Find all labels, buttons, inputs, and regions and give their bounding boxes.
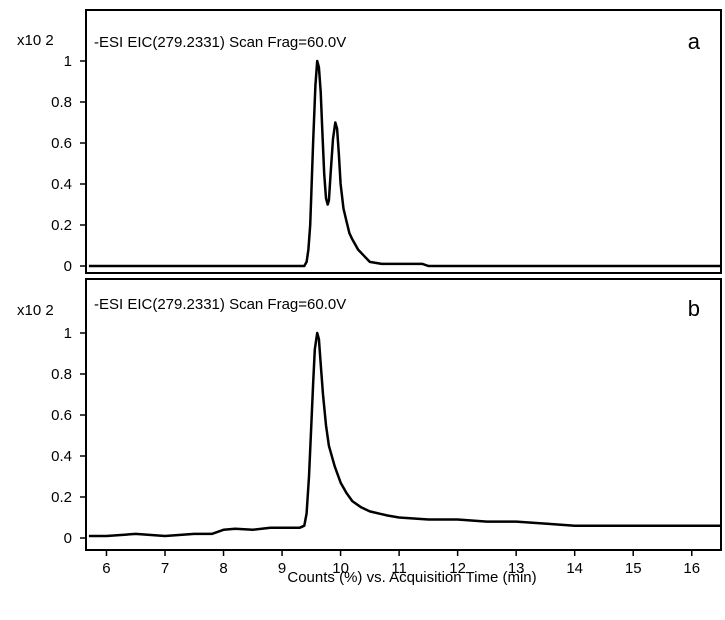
x-axis: 6 7 8 9 10 11 12 13 14 15 16 xyxy=(102,550,700,577)
panel-b-frame xyxy=(85,278,722,551)
x-tick-label: 12 xyxy=(449,560,466,577)
panel-a-y-tick-label: 0.4 xyxy=(51,176,72,193)
x-tick-label: 6 xyxy=(102,560,110,577)
panel-a: -ESI EIC(279.2331) Scan Frag=60.0V a x10… xyxy=(17,9,722,275)
panel-b-letter: b xyxy=(688,296,700,321)
panel-a-frame xyxy=(85,9,722,274)
x-tick-label: 8 xyxy=(219,560,227,577)
panel-b-y-tick-label: 0.4 xyxy=(51,448,72,465)
panel-b: -ESI EIC(279.2331) Scan Frag=60.0V b x10… xyxy=(17,278,722,551)
x-tick-label: 16 xyxy=(683,560,700,577)
panel-a-y-tick-label: 0 xyxy=(64,258,72,275)
panel-a-y-tick-label: 0.2 xyxy=(51,217,72,234)
panel-b-y-axis: 0 0.2 0.4 0.6 0.8 1 xyxy=(51,325,86,547)
panel-b-multiplier: x10 2 xyxy=(17,302,54,319)
panel-a-trace xyxy=(88,59,721,268)
x-tick-label: 11 xyxy=(391,560,407,577)
panel-b-y-tick-label: 0 xyxy=(64,530,72,547)
panel-b-y-tick-label: 0.8 xyxy=(51,366,72,383)
x-tick-label: 13 xyxy=(508,560,525,577)
panel-a-title: -ESI EIC(279.2331) Scan Frag=60.0V xyxy=(94,34,346,51)
panel-b-y-tick-label: 1 xyxy=(64,325,72,342)
panel-a-y-tick-label: 0.6 xyxy=(51,135,72,152)
panel-a-multiplier: x10 2 xyxy=(17,32,54,49)
panel-a-y-axis: 0 0.2 0.4 0.6 0.8 1 xyxy=(51,53,86,275)
panel-a-y-tick-label: 1 xyxy=(64,53,72,70)
x-tick-label: 10 xyxy=(332,560,349,577)
panel-b-title: -ESI EIC(279.2331) Scan Frag=60.0V xyxy=(94,296,346,313)
panel-b-y-tick-label: 0.2 xyxy=(51,489,72,506)
panel-b-y-tick-label: 0.6 xyxy=(51,407,72,424)
panel-a-letter: a xyxy=(688,29,701,54)
panel-b-trace xyxy=(88,331,721,538)
panel-a-y-tick-label: 0.8 xyxy=(51,94,72,111)
x-axis-label: Counts (%) vs. Acquisition Time (min) xyxy=(287,569,536,586)
x-tick-label: 9 xyxy=(278,560,286,577)
x-tick-label: 15 xyxy=(625,560,642,577)
x-tick-label: 7 xyxy=(161,560,169,577)
x-tick-label: 14 xyxy=(566,560,583,577)
